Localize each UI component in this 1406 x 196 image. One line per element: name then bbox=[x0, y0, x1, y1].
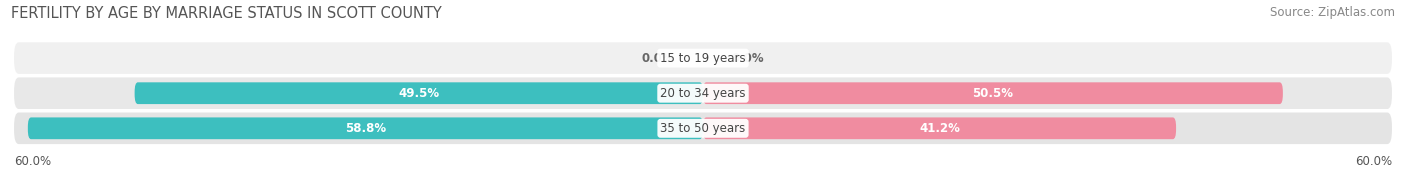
Text: 15 to 19 years: 15 to 19 years bbox=[661, 52, 745, 65]
FancyBboxPatch shape bbox=[28, 117, 703, 139]
Text: 35 to 50 years: 35 to 50 years bbox=[661, 122, 745, 135]
Text: 58.8%: 58.8% bbox=[344, 122, 387, 135]
FancyBboxPatch shape bbox=[135, 82, 703, 104]
FancyBboxPatch shape bbox=[14, 77, 1392, 109]
FancyBboxPatch shape bbox=[14, 113, 1392, 144]
Text: 49.5%: 49.5% bbox=[398, 87, 439, 100]
Text: FERTILITY BY AGE BY MARRIAGE STATUS IN SCOTT COUNTY: FERTILITY BY AGE BY MARRIAGE STATUS IN S… bbox=[11, 6, 441, 21]
FancyBboxPatch shape bbox=[14, 42, 1392, 74]
Text: 50.5%: 50.5% bbox=[973, 87, 1014, 100]
Text: 60.0%: 60.0% bbox=[1355, 155, 1392, 168]
Text: 0.0%: 0.0% bbox=[731, 52, 765, 65]
Text: 20 to 34 years: 20 to 34 years bbox=[661, 87, 745, 100]
Text: Source: ZipAtlas.com: Source: ZipAtlas.com bbox=[1270, 6, 1395, 19]
FancyBboxPatch shape bbox=[703, 117, 1175, 139]
FancyBboxPatch shape bbox=[703, 82, 1282, 104]
Text: 60.0%: 60.0% bbox=[14, 155, 51, 168]
Text: 0.0%: 0.0% bbox=[641, 52, 675, 65]
Text: 41.2%: 41.2% bbox=[920, 122, 960, 135]
